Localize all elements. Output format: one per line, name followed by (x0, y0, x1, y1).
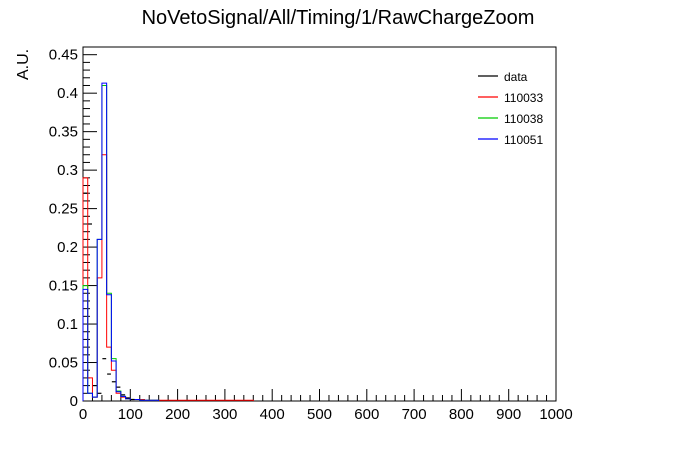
y-tick-label: 0.35 (49, 124, 78, 141)
x-tick-label: 600 (354, 406, 379, 423)
y-tick-label: 0.1 (57, 316, 78, 333)
legend-label-110038: 110038 (504, 112, 543, 126)
x-tick-label: 700 (402, 406, 427, 423)
y-tick-label: 0.3 (57, 162, 78, 179)
chart-title: NoVetoSignal/All/Timing/1/RawChargeZoom (142, 7, 535, 29)
x-tick-label: 900 (496, 406, 521, 423)
y-tick-label: 0.45 (49, 47, 78, 64)
legend-label-110051: 110051 (504, 133, 543, 147)
x-tick-label: 1000 (539, 406, 572, 423)
x-tick-label: 100 (118, 406, 143, 423)
plot-frame (82, 46, 557, 402)
legend-label-data: data (504, 70, 528, 84)
y-tick-label: 0 (70, 393, 78, 410)
x-tick-label: 400 (260, 406, 285, 423)
x-tick-label: 200 (165, 406, 190, 423)
legend: data 110033 110038 110051 (478, 70, 543, 147)
legend-label-110033: 110033 (504, 91, 543, 105)
x-tick-label: 500 (307, 406, 332, 423)
x-tick-label: 300 (212, 406, 237, 423)
x-tick-label: 800 (449, 406, 474, 423)
series-110051-line (82, 82, 160, 401)
y-tick-label: 0.15 (49, 278, 78, 295)
y-tick-label: 0.25 (49, 201, 78, 218)
series-110038-line (82, 84, 160, 401)
y-tick-label: 0.2 (57, 239, 78, 256)
y-axis-label: A.U. (15, 49, 32, 80)
y-tick-label: 0.4 (57, 85, 78, 102)
y-tick-label: 0.05 (49, 355, 78, 372)
x-tick-label: 0 (79, 406, 87, 423)
series-110033-line (82, 154, 254, 401)
plot-area: 0 100 200 300 400 500 600 700 800 900 1000 0 0.05 0.1… (49, 46, 573, 423)
